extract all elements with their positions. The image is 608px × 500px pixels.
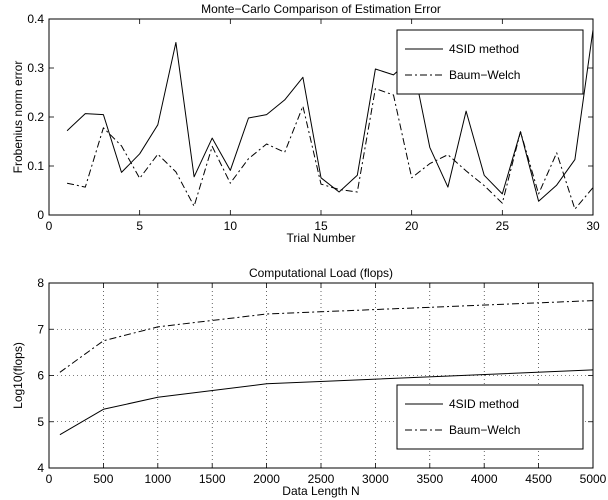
legend-box (396, 29, 584, 95)
chart-title: Computational Load (flops) (249, 266, 393, 280)
x-tick-label: 3000 (362, 472, 389, 486)
x-tick-label: 2500 (308, 472, 335, 486)
x-tick-label: 1000 (144, 472, 171, 486)
x-tick-label: 30 (586, 219, 600, 233)
legend-label: 4SID method (449, 42, 519, 56)
legend-box (396, 384, 584, 450)
chart-bottom: 0 500 1000 1500 2000 2500 3000 3500 4000 4500 5000… (11, 266, 607, 498)
y-tick-label: 0.3 (27, 61, 44, 75)
series-line-baum-welch (66, 88, 594, 210)
legend-label: Baum−Welch (449, 68, 520, 82)
series-line-4sid (66, 29, 594, 202)
series-line-4sid (59, 369, 594, 436)
y-tick-label: 0.2 (27, 110, 44, 124)
chart-title: Monte−Carlo Comparison of Estimation Err… (201, 2, 441, 16)
y-tick-label: 0.1 (27, 159, 44, 173)
series-line-baum-welch (59, 300, 594, 373)
x-tick-label: 0 (46, 472, 53, 486)
axes-frame (48, 18, 594, 216)
y-axis-label: Log10(flops) (11, 342, 25, 409)
y-axis-label: Frobenius norm error (11, 61, 25, 174)
y-tick-label: 4 (37, 461, 44, 475)
x-axis-label: Data Length N (282, 484, 359, 498)
x-tick-label: 1500 (199, 472, 226, 486)
x-tick-label: 5 (136, 219, 143, 233)
chart-top: 0 5 10 15 20 25 30 0 0.1 0.2 0.3 0.4 Monte−Carlo Com… (11, 2, 600, 245)
x-tick-label: 20 (405, 219, 419, 233)
x-axis-label: Trial Number (287, 231, 356, 245)
x-tick-label: 4500 (525, 472, 552, 486)
x-tick-label: 5000 (580, 472, 607, 486)
x-tick-label: 25 (496, 219, 510, 233)
x-tick-label: 500 (93, 472, 113, 486)
x-tick-label: 2000 (253, 472, 280, 486)
legend: 4SID method Baum−Welch (396, 384, 584, 450)
legend-label: Baum−Welch (449, 423, 520, 437)
legend: 4SID method Baum−Welch (396, 29, 584, 95)
y-tick-label: 6 (37, 369, 44, 383)
y-tick-label: 7 (37, 322, 44, 336)
x-tick-label: 15 (314, 219, 328, 233)
x-tick-label: 0 (46, 219, 53, 233)
x-tick-label: 10 (224, 219, 238, 233)
y-tick-label: 8 (37, 276, 44, 290)
y-tick-label: 0 (37, 208, 44, 222)
y-tick-label: 0.4 (27, 12, 44, 26)
x-tick-label: 4000 (471, 472, 498, 486)
axes-frame (48, 282, 594, 469)
x-tick-label: 3500 (416, 472, 443, 486)
y-tick-label: 5 (37, 415, 44, 429)
legend-label: 4SID method (449, 397, 519, 411)
